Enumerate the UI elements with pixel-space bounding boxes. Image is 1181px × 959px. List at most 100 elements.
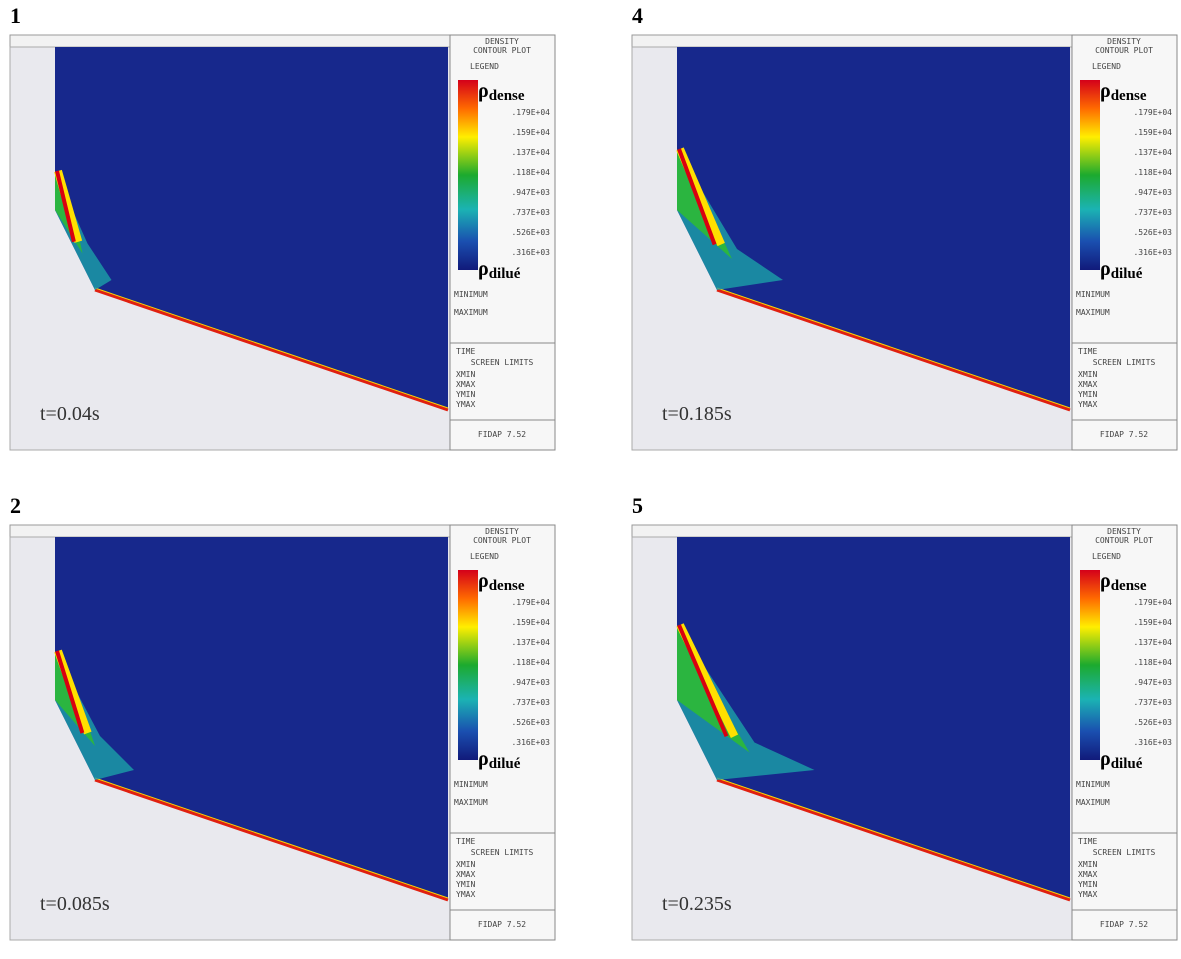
screen-limits: SCREEN LIMITS xyxy=(471,358,534,367)
limit-label: XMAX xyxy=(1078,380,1097,389)
time-label: t=0.04s xyxy=(40,403,100,425)
sidebar-title: CONTOUR PLOT xyxy=(473,536,531,545)
wall-edge xyxy=(94,288,449,412)
header-strip xyxy=(631,34,1073,48)
legend-label: LEGEND xyxy=(1092,552,1121,561)
limit-label: XMAX xyxy=(456,380,475,389)
level-label: .316E+03 xyxy=(1133,248,1172,257)
level-label: .118E+04 xyxy=(511,168,550,177)
rho: ρ xyxy=(478,570,489,592)
plume-outer xyxy=(55,171,112,290)
limit-label: XMIN xyxy=(1078,860,1097,869)
level-label: .316E+03 xyxy=(1133,738,1172,747)
level-label: .118E+04 xyxy=(1133,168,1172,177)
time-title: TIME xyxy=(1078,347,1097,356)
minimum-label: MINIMUM xyxy=(454,290,488,299)
level-label: .179E+04 xyxy=(1133,108,1172,117)
minimum-label: MINIMUM xyxy=(1076,780,1110,789)
dense-sub: dense xyxy=(1111,88,1147,104)
panel-number: 5 xyxy=(632,493,643,518)
software-label: FIDAP 7.52 xyxy=(478,920,526,929)
rho: ρ xyxy=(1100,258,1111,280)
limit-label: YMIN xyxy=(456,880,475,889)
panel-number: 1 xyxy=(10,3,21,28)
panel-number: 4 xyxy=(632,3,643,28)
time-title: TIME xyxy=(456,347,475,356)
rho-dense: ρdense xyxy=(478,80,525,104)
rho: ρ xyxy=(1100,80,1111,102)
time-label: t=0.235s xyxy=(662,893,732,915)
dilute-sub: dilué xyxy=(1111,756,1143,772)
minimum-label: MINIMUM xyxy=(454,780,488,789)
legend-label: LEGEND xyxy=(470,552,499,561)
limit-label: YMAX xyxy=(456,890,475,899)
limit-label: XMIN xyxy=(1078,370,1097,379)
limit-label: YMAX xyxy=(456,400,475,409)
dense-sub: dense xyxy=(1111,578,1147,594)
domain xyxy=(677,47,1070,410)
screen-limits: SCREEN LIMITS xyxy=(1093,358,1156,367)
plume-outer xyxy=(677,625,815,780)
screen-limits: SCREEN LIMITS xyxy=(1093,848,1156,857)
rho-dilute: ρdilué xyxy=(478,748,521,772)
level-label: .526E+03 xyxy=(511,228,550,237)
header-strip xyxy=(9,34,451,48)
color-bar xyxy=(1080,570,1100,760)
rho: ρ xyxy=(1100,748,1111,770)
level-label: .947E+03 xyxy=(511,188,550,197)
plume-red xyxy=(55,650,85,734)
limit-label: YMAX xyxy=(1078,400,1097,409)
level-label: .159E+04 xyxy=(511,128,550,137)
limit-label: XMAX xyxy=(1078,870,1097,879)
dense-sub: dense xyxy=(489,88,525,104)
wall-edge-hi xyxy=(94,777,449,899)
rho-dilute: ρdilué xyxy=(1100,258,1143,282)
level-label: .737E+03 xyxy=(511,208,550,217)
sidebar-title: CONTOUR PLOT xyxy=(1095,46,1153,55)
maximum-label: MAXIMUM xyxy=(1076,798,1110,807)
wall-edge-hi xyxy=(716,287,1071,409)
level-label: .118E+04 xyxy=(1133,658,1172,667)
level-label: .137E+04 xyxy=(511,148,550,157)
level-label: .137E+04 xyxy=(1133,638,1172,647)
dilute-sub: dilué xyxy=(1111,266,1143,282)
header-strip xyxy=(631,524,1073,538)
rho-dilute: ρdilué xyxy=(1100,748,1143,772)
limit-label: YMIN xyxy=(456,390,475,399)
level-label: .737E+03 xyxy=(511,698,550,707)
wall-edge xyxy=(716,778,1071,902)
maximum-label: MAXIMUM xyxy=(454,798,488,807)
level-label: .179E+04 xyxy=(511,598,550,607)
level-label: .947E+03 xyxy=(1133,678,1172,687)
limit-label: YMIN xyxy=(1078,390,1097,399)
plume-mid xyxy=(677,625,750,753)
minimum-label: MINIMUM xyxy=(1076,290,1110,299)
domain xyxy=(677,537,1070,900)
wall-edge-hi xyxy=(716,777,1071,899)
sidebar-title: DENSITY xyxy=(1107,527,1141,536)
limit-label: YMIN xyxy=(1078,880,1097,889)
screen-limits: SCREEN LIMITS xyxy=(471,848,534,857)
maximum-label: MAXIMUM xyxy=(1076,308,1110,317)
level-label: .526E+03 xyxy=(1133,718,1172,727)
rho: ρ xyxy=(478,748,489,770)
level-label: .137E+04 xyxy=(511,638,550,647)
rho-dense: ρdense xyxy=(1100,80,1147,104)
software-label: FIDAP 7.52 xyxy=(1100,430,1148,439)
rho-dense: ρdense xyxy=(1100,570,1147,594)
legend-label: LEGEND xyxy=(470,62,499,71)
level-label: .947E+03 xyxy=(511,678,550,687)
color-bar xyxy=(458,80,478,270)
level-label: .526E+03 xyxy=(511,718,550,727)
level-label: .179E+04 xyxy=(511,108,550,117)
domain xyxy=(55,537,448,900)
dense-sub: dense xyxy=(489,578,525,594)
level-label: .316E+03 xyxy=(511,248,550,257)
plume-red xyxy=(677,624,729,738)
rho: ρ xyxy=(1100,570,1111,592)
